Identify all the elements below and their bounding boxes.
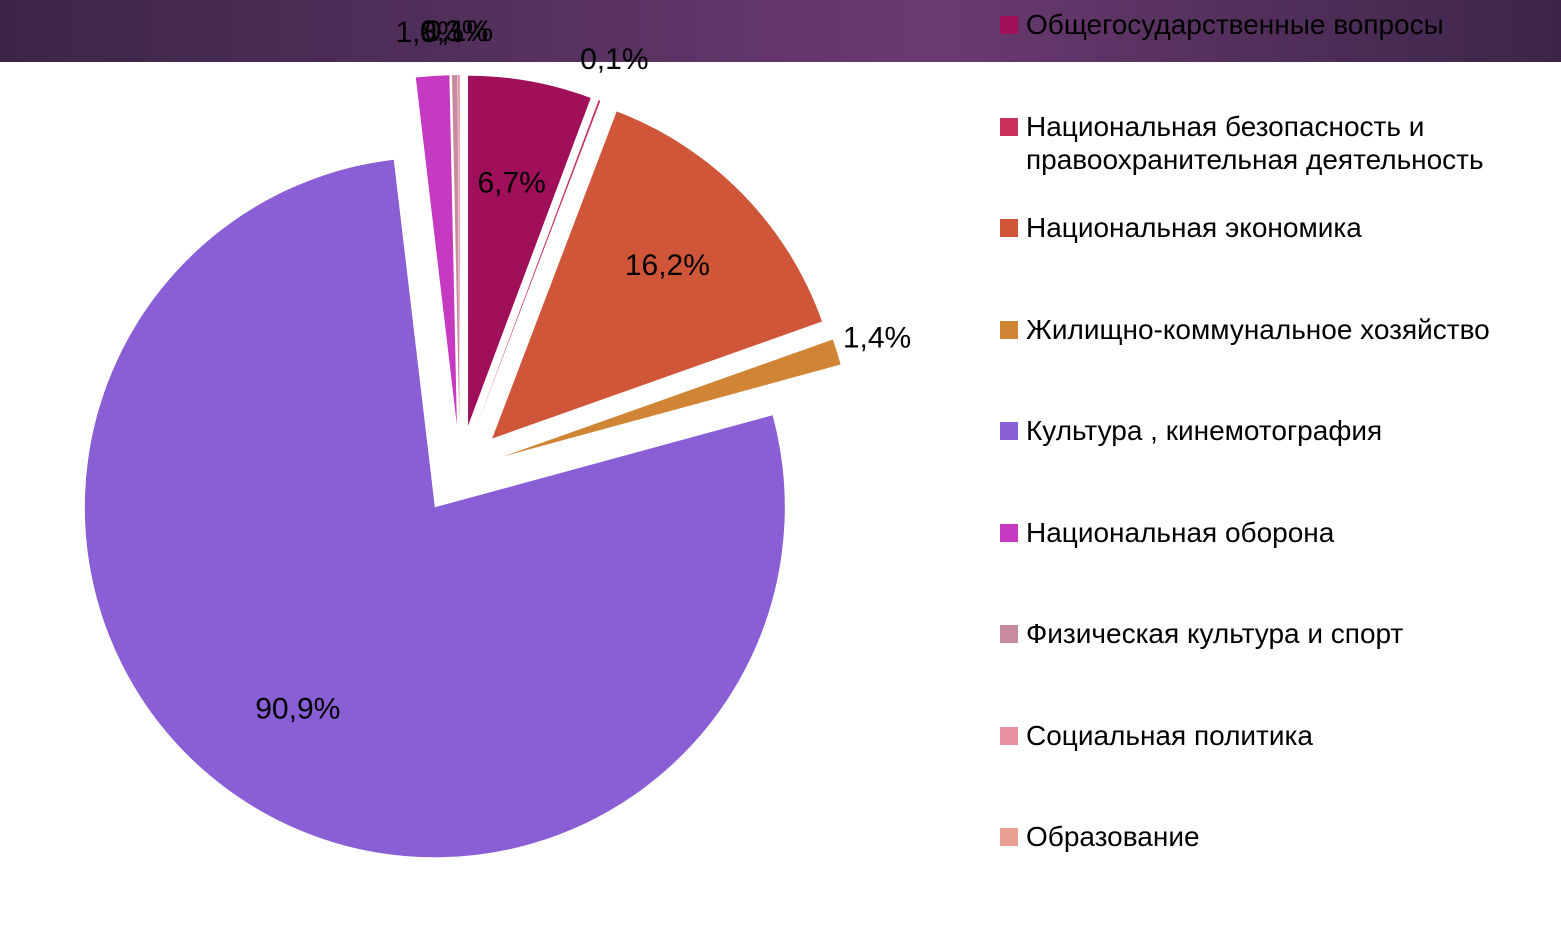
legend-item: Национальная экономика — [1000, 211, 1555, 244]
pie-slice — [502, 339, 841, 457]
legend-label: Национальная оборона — [1026, 516, 1335, 548]
legend-label: Физическая культура и спорт — [1026, 618, 1404, 649]
pie-slice — [84, 159, 785, 858]
legend-label: Общегосударственные вопросы — [1026, 9, 1444, 40]
data-label: 6,7% — [477, 167, 545, 200]
data-label: 90,9% — [255, 692, 340, 725]
legend-item: Национальная оборона — [1000, 516, 1555, 549]
legend-label: Культура , кинемотография — [1026, 415, 1383, 446]
legend-item: Образование — [1000, 820, 1555, 853]
legend-swatch — [1000, 16, 1018, 34]
pie-slice — [492, 111, 823, 439]
legend-swatch — [1000, 726, 1018, 745]
legend-label: Социальная политика — [1026, 719, 1313, 751]
legend-label: Национальная экономика — [1026, 212, 1362, 243]
legend-swatch — [1000, 219, 1018, 237]
chart: 6,7%0,1%16,2%1,4%90,9%1,8%0,3%0,1% — [84, 15, 911, 858]
legend-swatch — [1000, 422, 1018, 440]
data-label: 0,3% — [420, 15, 488, 48]
data-label: 0,1% — [580, 43, 648, 76]
pie-slice — [458, 75, 460, 426]
data-label: 1,4% — [843, 321, 911, 354]
legend: Общегосударственные вопросы Национальная … — [1000, 0, 1560, 938]
legend-swatch — [1000, 117, 1018, 136]
data-label: 16,2% — [625, 249, 710, 282]
legend-label: Национальная безопасность и правоохранит… — [1026, 110, 1484, 175]
pie-slice — [475, 100, 601, 428]
legend-item: Национальная безопасность и правоохранит… — [1000, 110, 1555, 176]
legend-item: Социальная политика — [1000, 719, 1555, 752]
pie-slice — [415, 75, 457, 426]
legend-swatch — [1000, 828, 1018, 846]
legend-item: Общегосударственные вопросы — [1000, 8, 1555, 41]
legend-swatch — [1000, 625, 1018, 643]
pie-slice — [451, 75, 460, 426]
legend-item: Физическая культура и спорт — [1000, 617, 1555, 650]
legend-item: Культура , кинемотография — [1000, 414, 1555, 447]
legend-item: Жилищно-коммунальное хозяйство — [1000, 313, 1555, 346]
data-label: 1,8% — [395, 16, 463, 49]
pie-slice — [468, 75, 591, 426]
data-label: 0,1% — [425, 15, 493, 48]
banner — [0, 0, 1561, 62]
legend-swatch — [1000, 320, 1018, 339]
legend-label: Образование — [1026, 821, 1200, 852]
legend-label: Жилищно-коммунальное хозяйство — [1026, 313, 1490, 345]
legend-swatch — [1000, 523, 1018, 542]
